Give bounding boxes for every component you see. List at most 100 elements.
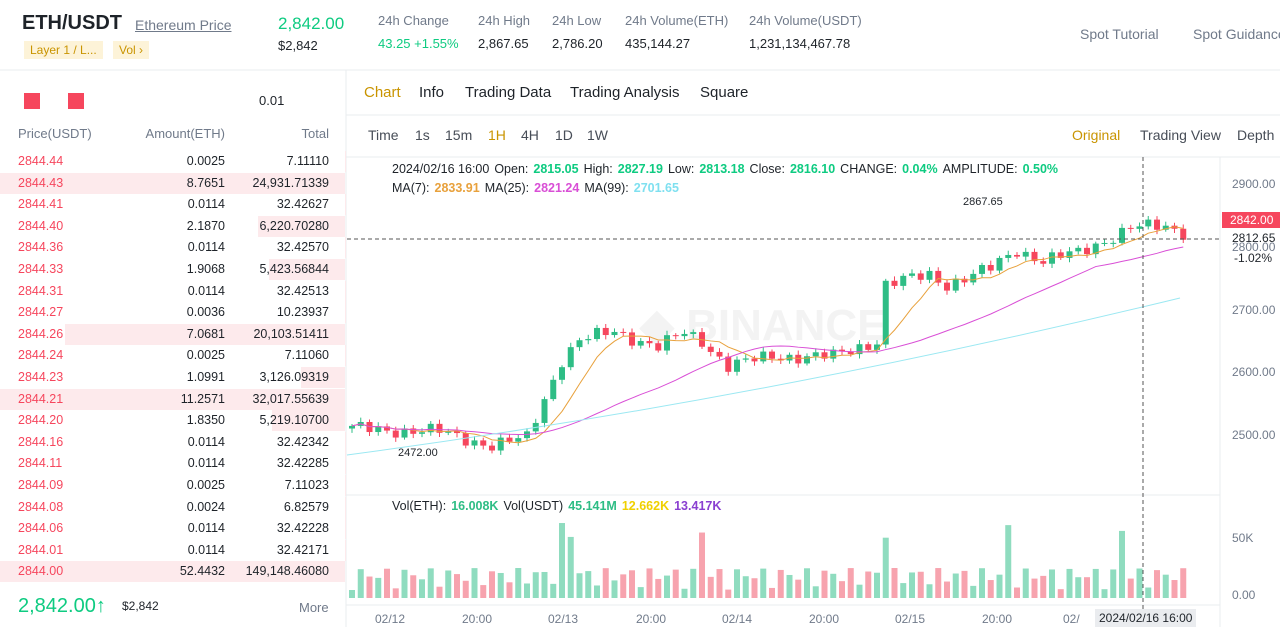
volume-bar xyxy=(742,576,749,598)
volume-bar xyxy=(1057,589,1064,598)
view[interactable]: Depth xyxy=(1237,127,1275,143)
y-label: 2600.00 xyxy=(1232,365,1276,379)
candle xyxy=(1092,243,1099,255)
depth-bar xyxy=(0,561,345,583)
info-value: 2821.24 xyxy=(534,181,580,195)
tab[interactable]: Info xyxy=(419,84,445,101)
volume-bar xyxy=(357,569,364,598)
candle xyxy=(882,280,889,345)
candle xyxy=(716,351,723,357)
coin-link[interactable]: Ethereum Price xyxy=(135,17,232,33)
candle xyxy=(375,426,382,433)
vol-label: 50K xyxy=(1232,531,1254,545)
view[interactable]: Trading View xyxy=(1140,127,1221,143)
depth-bar xyxy=(0,388,345,410)
stat-label: 24h Change xyxy=(378,13,449,28)
volume-bar xyxy=(690,568,697,598)
candle xyxy=(646,341,653,344)
candle xyxy=(480,440,487,446)
volume-bar xyxy=(349,590,355,598)
stat-value: 43.25 +1.55% xyxy=(378,36,459,51)
candle xyxy=(497,437,504,451)
depth-bar xyxy=(301,367,345,388)
ask-amount: 11.2571 xyxy=(180,391,225,406)
candle xyxy=(926,270,933,280)
candle xyxy=(1084,247,1090,255)
ask-amount: 0.0025 xyxy=(186,348,225,363)
candle xyxy=(454,431,460,434)
volume-bar xyxy=(462,580,469,598)
volume-bar xyxy=(664,575,670,598)
x-label: 20:00 xyxy=(636,612,667,626)
tab[interactable]: Trading Data xyxy=(465,84,552,101)
ask-total: 32.42285 xyxy=(276,456,329,471)
volume-bar xyxy=(1014,587,1020,598)
price: 2,842.00 xyxy=(278,14,345,33)
volume-bar xyxy=(856,584,863,598)
ask-price: 2844.36 xyxy=(18,240,64,255)
volume-bar xyxy=(795,579,802,598)
interval[interactable]: 1W xyxy=(587,127,608,143)
info-label: CHANGE: xyxy=(840,162,898,176)
stat-label: 24h Low xyxy=(552,13,602,28)
interval[interactable]: Time xyxy=(368,127,399,143)
interval[interactable]: 1s xyxy=(415,127,430,143)
volume-bar xyxy=(480,585,487,598)
candle xyxy=(996,257,1003,271)
candle xyxy=(847,351,854,355)
info-value: 16.008K xyxy=(451,499,499,513)
volume-bar xyxy=(497,572,504,598)
ask-total: 24,931.71339 xyxy=(252,175,329,190)
tab[interactable]: Trading Analysis xyxy=(570,84,680,101)
interval[interactable]: 1D xyxy=(555,127,573,143)
info-value: 0.50% xyxy=(1022,162,1059,176)
candle xyxy=(725,356,732,372)
tag[interactable]: Vol › xyxy=(113,41,150,59)
interval[interactable]: 1H xyxy=(488,127,506,143)
volume-bar xyxy=(1180,568,1187,598)
volume-bar xyxy=(620,574,627,598)
candle xyxy=(436,423,443,433)
candle xyxy=(1014,254,1020,257)
x-label: 02/15 xyxy=(895,612,926,626)
ma-line xyxy=(351,226,1184,444)
ask-total: 32,017.55639 xyxy=(252,391,329,406)
layout-icons[interactable] xyxy=(24,93,92,109)
more[interactable]: More xyxy=(299,600,329,615)
precision[interactable]: 0.01 xyxy=(259,93,285,108)
volume-bar xyxy=(1101,589,1108,598)
candle xyxy=(1136,226,1143,229)
volume-bar xyxy=(970,585,977,598)
ask-price: 2844.24 xyxy=(18,348,64,363)
candle xyxy=(1145,219,1152,227)
view[interactable]: Original xyxy=(1072,127,1121,143)
candle xyxy=(804,356,810,364)
volume-bar xyxy=(646,568,653,598)
high-note: 2867.65 xyxy=(963,196,1003,208)
volume-bar xyxy=(987,580,994,598)
ask-price: 2844.01 xyxy=(18,542,64,557)
ask-amount: 52.4432 xyxy=(179,564,225,579)
candle xyxy=(742,358,749,360)
interval[interactable]: 15m xyxy=(445,127,473,143)
interval[interactable]: 4H xyxy=(521,127,539,143)
tab[interactable]: Chart xyxy=(364,84,401,101)
x-label: 02/ xyxy=(1063,612,1080,626)
ask-total: 32.42627 xyxy=(276,197,329,212)
volume-bar xyxy=(436,586,443,598)
ask-price: 2844.23 xyxy=(18,370,64,384)
tag[interactable]: Layer 1 / L... xyxy=(24,41,103,59)
tab[interactable]: Square xyxy=(700,84,749,101)
volume-bar xyxy=(769,587,775,598)
action[interactable]: Spot Tutorial xyxy=(1080,26,1159,42)
ma-line xyxy=(351,246,1184,435)
candle xyxy=(795,354,802,364)
volume-bar xyxy=(629,570,635,598)
action[interactable]: Spot Guidance xyxy=(1193,26,1280,42)
candle xyxy=(891,280,898,286)
candle xyxy=(1040,261,1047,264)
candle xyxy=(1162,225,1169,230)
volume-bar xyxy=(1127,578,1134,598)
volume-bar xyxy=(567,536,574,598)
volume-bar xyxy=(672,569,679,598)
